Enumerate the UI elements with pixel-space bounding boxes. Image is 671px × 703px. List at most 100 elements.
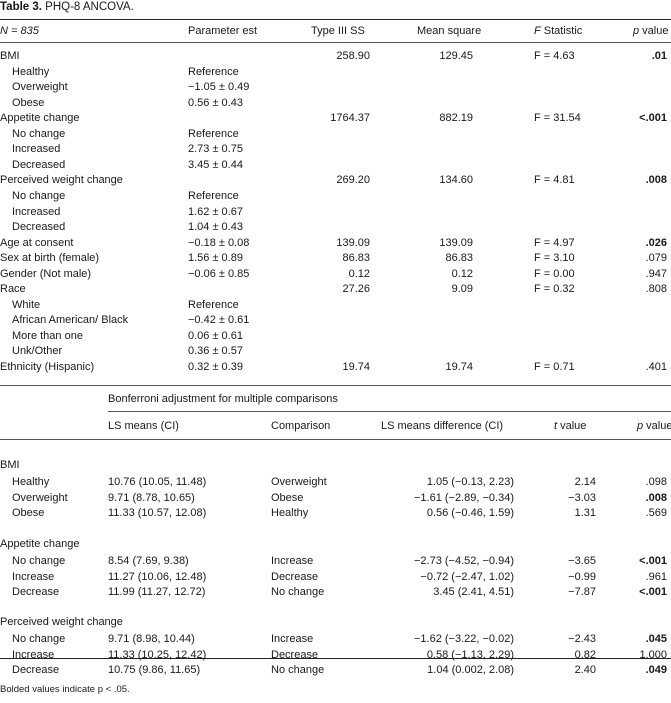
- table-label: Table 3.: [0, 1, 42, 13]
- t-value: −3.65: [568, 555, 596, 567]
- f-statistic: F = 0.32: [534, 283, 575, 296]
- row-label: Unk/Other: [12, 345, 63, 358]
- param-estimate: −1.05 ± 0.49: [188, 81, 250, 94]
- mean-square: 882.19: [439, 112, 473, 125]
- row-label: No change: [12, 189, 66, 202]
- row-label: Gender (Not male): [0, 267, 92, 280]
- bottom-rule: [0, 658, 671, 659]
- comparison: Increase: [271, 633, 314, 645]
- t-value: 1.31: [574, 507, 596, 520]
- ls-diff: 3.45 (2.41, 4.51): [433, 586, 514, 599]
- header-p: p value: [633, 25, 669, 37]
- p-value: .079: [645, 252, 667, 265]
- row-label: Increased: [12, 205, 61, 218]
- header-rule: [0, 42, 671, 43]
- ls-diff: 0.58 (−1.13, 2.29): [426, 648, 514, 661]
- f-statistic: F = 0.71: [534, 361, 575, 373]
- t-value: 2.14: [574, 476, 596, 488]
- type3-ss: 258.90: [336, 50, 370, 62]
- header-ms: Mean square: [417, 25, 482, 37]
- row-label: Decreased: [12, 158, 66, 171]
- type3-ss: 0.12: [348, 267, 370, 280]
- comparison: Decrease: [271, 648, 319, 661]
- param-estimate: Reference: [188, 127, 239, 140]
- mean-square: 129.45: [439, 50, 473, 62]
- ls-diff: −1.62 (−3.22, −0.02): [414, 633, 514, 645]
- param-estimate: Reference: [188, 189, 239, 202]
- header-f: F Statistic: [534, 25, 583, 37]
- mean-square: 86.83: [445, 252, 473, 265]
- row-label: BMI: [0, 50, 20, 62]
- row-label: Race: [0, 283, 26, 296]
- ls-diff: 1.04 (0.002, 2.08): [427, 664, 514, 677]
- bonf-header-rule: [0, 439, 671, 440]
- mean-square: 134.60: [439, 174, 473, 187]
- ls-diff: 1.05 (−0.13, 2.23): [426, 476, 514, 488]
- comparison: No change: [271, 586, 325, 599]
- f-statistic: F = 0.00: [534, 267, 575, 280]
- ls-means: 9.71 (8.78, 10.65): [108, 491, 195, 504]
- mean-square: 0.12: [451, 267, 473, 280]
- param-estimate: −0.42 ± 0.61: [188, 314, 250, 327]
- ls-means: 11.33 (10.25, 12.42): [108, 648, 207, 661]
- comparison: No change: [271, 664, 325, 677]
- ls-means: 9.71 (8.98, 10.44): [108, 633, 195, 645]
- row-label: Age at consent: [0, 236, 74, 249]
- p-value: .008: [645, 491, 667, 504]
- p-value: .808: [645, 283, 667, 296]
- param-estimate: 0.06 ± 0.61: [188, 329, 243, 342]
- param-estimate: −0.18 ± 0.08: [188, 236, 250, 249]
- row-label: African American/ Black: [12, 314, 129, 327]
- param-estimate: Reference: [188, 298, 239, 311]
- row-label: Appetite change: [0, 112, 80, 125]
- row-label: Increase: [12, 648, 55, 661]
- table-title: PHQ-8 ANCOVA.: [45, 1, 134, 13]
- comparison: Healthy: [271, 507, 309, 520]
- f-statistic: F = 4.63: [534, 50, 575, 62]
- bonf-header-cmp: Comparison: [271, 420, 331, 432]
- row-label: Ethnicity (Hispanic): [0, 361, 95, 373]
- p-value: .947: [645, 267, 667, 280]
- row-label: Perceived weight change: [0, 174, 123, 187]
- row-label: No change: [12, 127, 66, 140]
- footnote: Bolded values indicate p < .05.: [0, 684, 130, 695]
- header-ss: Type III SS: [311, 25, 365, 37]
- ls-means: 11.27 (10.06, 12.48): [108, 570, 207, 583]
- comparison: Increase: [271, 555, 314, 567]
- row-label: Obese: [12, 96, 45, 109]
- row-label: Healthy: [12, 476, 50, 488]
- ls-means: 10.75 (9.86, 11.65): [108, 664, 201, 677]
- ls-diff: −0.72 (−2.47, 1.02): [420, 570, 514, 583]
- type3-ss: 269.20: [336, 174, 370, 187]
- bonf-header-p: p value: [637, 420, 671, 432]
- comparison: Overweight: [271, 476, 327, 488]
- t-value: −7.87: [568, 586, 596, 599]
- p-value: .01: [651, 50, 667, 62]
- comparison: Obese: [271, 491, 304, 504]
- bonf-header-diff: LS means difference (CI): [381, 420, 504, 432]
- t-value: −0.99: [568, 570, 596, 583]
- bonferroni-title-rule: [108, 411, 671, 412]
- header-param: Parameter est: [188, 25, 258, 37]
- row-label: Overweight: [12, 491, 68, 504]
- ls-diff: 0.56 (−0.46, 1.59): [426, 507, 514, 520]
- param-estimate: 3.45 ± 0.44: [188, 158, 243, 171]
- row-label: Decreased: [12, 221, 66, 234]
- p-value: .961: [645, 570, 667, 583]
- row-label: Healthy: [12, 65, 50, 78]
- mean-square: 9.09: [451, 283, 473, 296]
- f-statistic: F = 3.10: [534, 252, 575, 265]
- row-label: Decrease: [12, 664, 60, 677]
- p-value: .049: [645, 664, 667, 677]
- param-estimate: 1.56 ± 0.89: [188, 252, 243, 265]
- param-estimate: 1.62 ± 0.67: [188, 205, 243, 218]
- bonf-header-ls: LS means (CI): [108, 420, 179, 432]
- param-estimate: 0.36 ± 0.57: [188, 345, 243, 358]
- p-value: <.001: [639, 586, 667, 599]
- ls-diff: −1.61 (−2.89, −0.34): [414, 491, 514, 504]
- p-value: 1.000: [639, 648, 667, 661]
- bonf-header-t: t value: [554, 420, 587, 432]
- p-value: .026: [645, 236, 667, 249]
- mean-square: 139.09: [439, 236, 473, 249]
- type3-ss: 27.26: [342, 283, 370, 296]
